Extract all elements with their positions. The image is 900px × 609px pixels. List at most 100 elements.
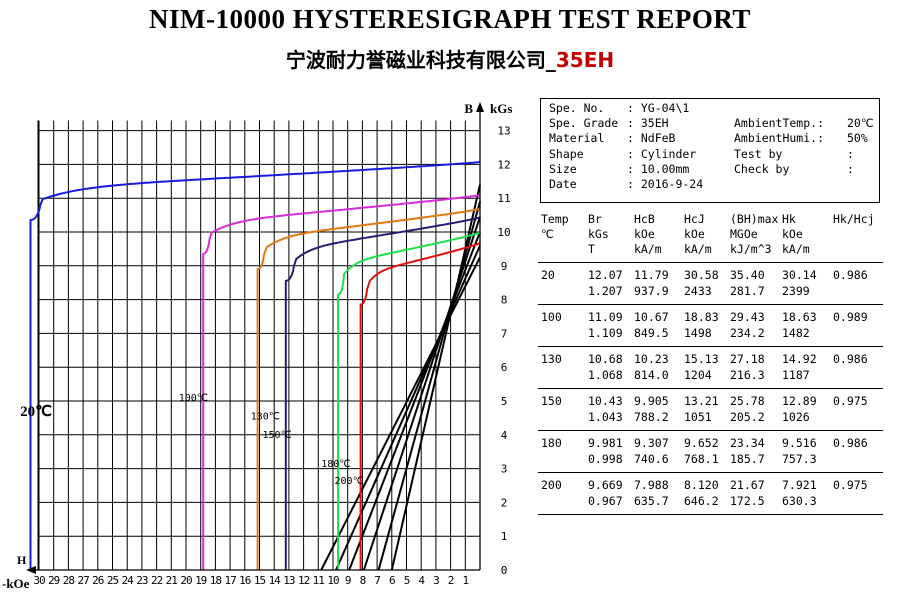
grade-label: 35EH xyxy=(555,48,615,72)
x-tick-label: 7 xyxy=(374,574,380,587)
y-tick-label: 10 xyxy=(497,226,510,239)
x-tick-label: 13 xyxy=(283,574,295,587)
x-tick-label: 4 xyxy=(418,574,425,587)
report-title: NIM-10000 HYSTERESIGRAPH TEST REPORT xyxy=(149,4,751,34)
x-tick-label: 16 xyxy=(239,574,251,587)
table-row: 20 12.07 11.79 30.58 35.40 30.14 0.986 xyxy=(538,268,883,284)
x-tick-label: 17 xyxy=(224,574,236,587)
table-cell: 130 xyxy=(541,352,562,366)
curve-label: 200℃ xyxy=(335,476,364,487)
info-row: Date: 2016-9-24 xyxy=(549,177,871,192)
table-cell: kA/m xyxy=(782,242,810,256)
table-cell: 937.9 xyxy=(634,283,669,298)
info-cell: : xyxy=(847,146,854,161)
y-axis-unit: kGs xyxy=(490,101,512,116)
load-line xyxy=(335,245,481,571)
table-cell: 2433 xyxy=(684,283,712,298)
info-cell: AmbientTemp.: xyxy=(734,116,825,131)
table-cell: kA/m xyxy=(684,242,712,256)
demag-curves xyxy=(29,161,481,570)
info-cell: Test by xyxy=(734,146,783,161)
table-cell: 35.40 xyxy=(730,268,765,282)
x-tick-label: 22 xyxy=(151,574,163,587)
table-cell: 1.043 xyxy=(588,409,623,424)
info-cell: 20℃ xyxy=(847,116,874,131)
table-cell: 150 xyxy=(541,394,562,408)
info-cell: : 35EH xyxy=(627,116,669,131)
info-cell: Material xyxy=(549,131,605,146)
table-cell: 8.120 xyxy=(684,478,719,492)
table-cell: 1.207 xyxy=(588,283,623,298)
table-cell: 0.989 xyxy=(833,310,868,324)
table-cell: 1187 xyxy=(782,367,810,382)
table-cell: 10.68 xyxy=(588,352,623,366)
table-cell: 30.58 xyxy=(684,268,719,282)
x-tick-label: 20 xyxy=(180,574,192,587)
table-cell: 27.18 xyxy=(730,352,765,366)
table-cell: 0.967 xyxy=(588,493,623,508)
demag-curve-150c xyxy=(284,216,481,570)
curve-label: 130℃ xyxy=(251,412,280,423)
table-separator xyxy=(538,304,883,305)
table-cell: 21.67 xyxy=(730,478,765,492)
table-cell: 768.1 xyxy=(684,451,719,466)
y-tick-label: 9 xyxy=(501,260,508,273)
table-cell: 9.652 xyxy=(684,436,719,450)
table-cell: 18.63 xyxy=(782,310,817,324)
info-cell: Spe. Grade xyxy=(549,116,619,131)
table-cell: kOe xyxy=(782,227,803,241)
x-axis-unit: -kOe xyxy=(2,576,30,591)
table-cell: HcJ xyxy=(684,212,705,226)
curve-label: 180℃ xyxy=(321,459,350,470)
x-tick-label: 11 xyxy=(313,574,325,587)
table-cell: kA/m xyxy=(634,242,662,256)
y-tick-label: 6 xyxy=(501,361,508,374)
table-separator xyxy=(538,346,883,347)
report-subtitle: 宁波耐力誉磁业科技有限公司_35EH xyxy=(0,44,900,73)
table-cell: 11.09 xyxy=(588,310,623,324)
table-cell: 234.2 xyxy=(730,325,765,340)
info-cell: AmbientHumi.: xyxy=(734,131,825,146)
table-cell: 11.79 xyxy=(634,268,669,282)
y-tick-label: 4 xyxy=(501,429,508,442)
y-tick-label: 3 xyxy=(501,463,508,476)
table-cell: kGs xyxy=(588,227,609,241)
x-tick-label: 19 xyxy=(195,574,207,587)
results-table: Temp Br HcB HcJ (BH)max Hk Hk/Hcj ℃ kGs kOe kOe MGO… xyxy=(538,212,883,520)
y-tick-label: 2 xyxy=(501,496,508,509)
table-cell: 9.905 xyxy=(634,394,669,408)
table-cell: MGOe xyxy=(730,227,758,241)
demag-curve-20c xyxy=(29,161,481,570)
table-cell: 15.13 xyxy=(684,352,719,366)
load-line xyxy=(348,231,481,571)
info-cell: : YG-04\1 xyxy=(627,101,690,115)
chart-grid xyxy=(37,120,480,570)
table-cell: kJ/m^3 xyxy=(730,242,772,256)
table-cell: 1026 xyxy=(782,409,810,424)
table-row: 150 10.43 9.905 13.21 25.78 12.89 0.975 xyxy=(538,394,883,410)
x-tick-label: 27 xyxy=(77,574,89,587)
info-cell: Spe. No. xyxy=(549,101,605,115)
table-row-si: 0.998 740.6 768.1 185.7 757.3 xyxy=(538,452,883,468)
table-cell: 10.23 xyxy=(634,352,669,366)
table-row-si: 1.207 937.9 2433 281.7 2399 xyxy=(538,284,883,300)
table-row: 130 10.68 10.23 15.13 27.18 14.92 0.986 xyxy=(538,352,883,368)
info-row: Spe. No. : YG-04\1 xyxy=(549,101,871,116)
table-cell: 1204 xyxy=(684,367,712,382)
y-tick-label: 0 xyxy=(501,564,508,577)
table-header-row: ℃ kGs kOe kOe MGOe kOe xyxy=(538,227,883,242)
x-tick-label: 6 xyxy=(389,574,395,587)
x-tick-label: 3 xyxy=(433,574,439,587)
y-tick-label: 1 xyxy=(501,530,508,543)
table-cell: ℃ xyxy=(541,227,554,241)
info-cell: Size xyxy=(549,161,577,176)
x-tick-label: 29 xyxy=(48,574,60,587)
x-tick-label: 25 xyxy=(107,574,119,587)
table-cell: 23.34 xyxy=(730,436,765,450)
table-cell: 1.068 xyxy=(588,367,623,382)
curve-labels: 20℃ 100℃ 130℃ 150℃ 180℃ 200℃ xyxy=(20,393,364,487)
table-separator xyxy=(538,514,883,515)
x-tick-label: 24 xyxy=(122,574,135,587)
